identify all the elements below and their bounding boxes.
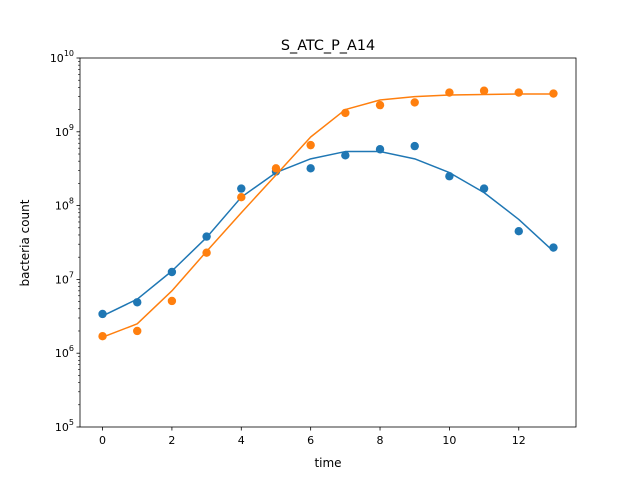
y-tick-exponent: 5 — [69, 418, 74, 427]
y-tick-exponent: 6 — [69, 344, 74, 353]
series-2-point — [271, 164, 281, 173]
y-tick-label: 108 — [55, 197, 74, 213]
series-2-point — [341, 108, 350, 118]
series-2-point — [167, 296, 177, 306]
series-1-fit-line — [102, 150, 554, 317]
series-1-point — [479, 184, 489, 193]
series-1-point — [237, 184, 246, 193]
y-tick-base: 10 — [55, 126, 69, 139]
series-1-point — [375, 145, 385, 154]
series-2-point — [306, 140, 315, 150]
series-1-point — [445, 172, 454, 181]
y-tick-exponent: 7 — [69, 270, 74, 279]
x-tick-label: 12 — [512, 434, 526, 447]
series-2-point — [375, 100, 385, 110]
series-2-point — [133, 326, 142, 336]
series-2-point — [514, 88, 523, 97]
series-2-point — [410, 98, 419, 107]
x-tick-label: 2 — [168, 434, 175, 447]
series-1-point — [549, 243, 558, 252]
series-2-point — [549, 89, 558, 98]
series-1-point — [514, 226, 523, 236]
y-tick-exponent: 8 — [69, 197, 74, 206]
x-tick-label: 6 — [307, 434, 314, 447]
y-tick-label: 106 — [55, 344, 74, 360]
y-tick-base: 10 — [55, 421, 69, 434]
y-tick-label: 1010 — [50, 49, 74, 65]
series-2-point — [237, 192, 246, 202]
y-axis-label: bacteria count — [18, 199, 32, 286]
x-axis-label: time — [314, 456, 341, 470]
series-2-point — [479, 86, 489, 95]
series-2-point — [445, 88, 454, 97]
y-tick-base: 10 — [55, 200, 69, 213]
y-tick-exponent: 9 — [69, 123, 74, 132]
chart-title: S_ATC_P_A14 — [281, 38, 375, 54]
x-tick-label: 4 — [238, 434, 245, 447]
y-tick-label: 109 — [55, 123, 74, 139]
y-tick-label: 105 — [55, 418, 74, 434]
series-1-point — [167, 267, 177, 277]
y-tick-base: 10 — [55, 273, 69, 286]
series-1-point — [98, 309, 107, 319]
series-1-point — [410, 141, 419, 151]
series-2-point — [98, 331, 107, 341]
x-tick-label: 10 — [442, 434, 456, 447]
x-tick-label: 8 — [377, 434, 384, 447]
series-1-point — [133, 298, 142, 307]
y-tick-base: 10 — [50, 52, 64, 65]
series-1-point — [341, 151, 350, 160]
series-1-point — [202, 232, 211, 241]
series-layer — [98, 86, 558, 341]
plot-frame — [79, 57, 577, 428]
y-tick-base: 10 — [55, 347, 69, 360]
y-tick-label: 107 — [55, 270, 74, 286]
series-2-point — [202, 248, 211, 257]
y-tick-exponent: 10 — [64, 49, 74, 58]
x-tick-label: 0 — [99, 434, 106, 447]
series-2-fit-line — [102, 93, 554, 338]
series-1-point — [306, 164, 315, 173]
